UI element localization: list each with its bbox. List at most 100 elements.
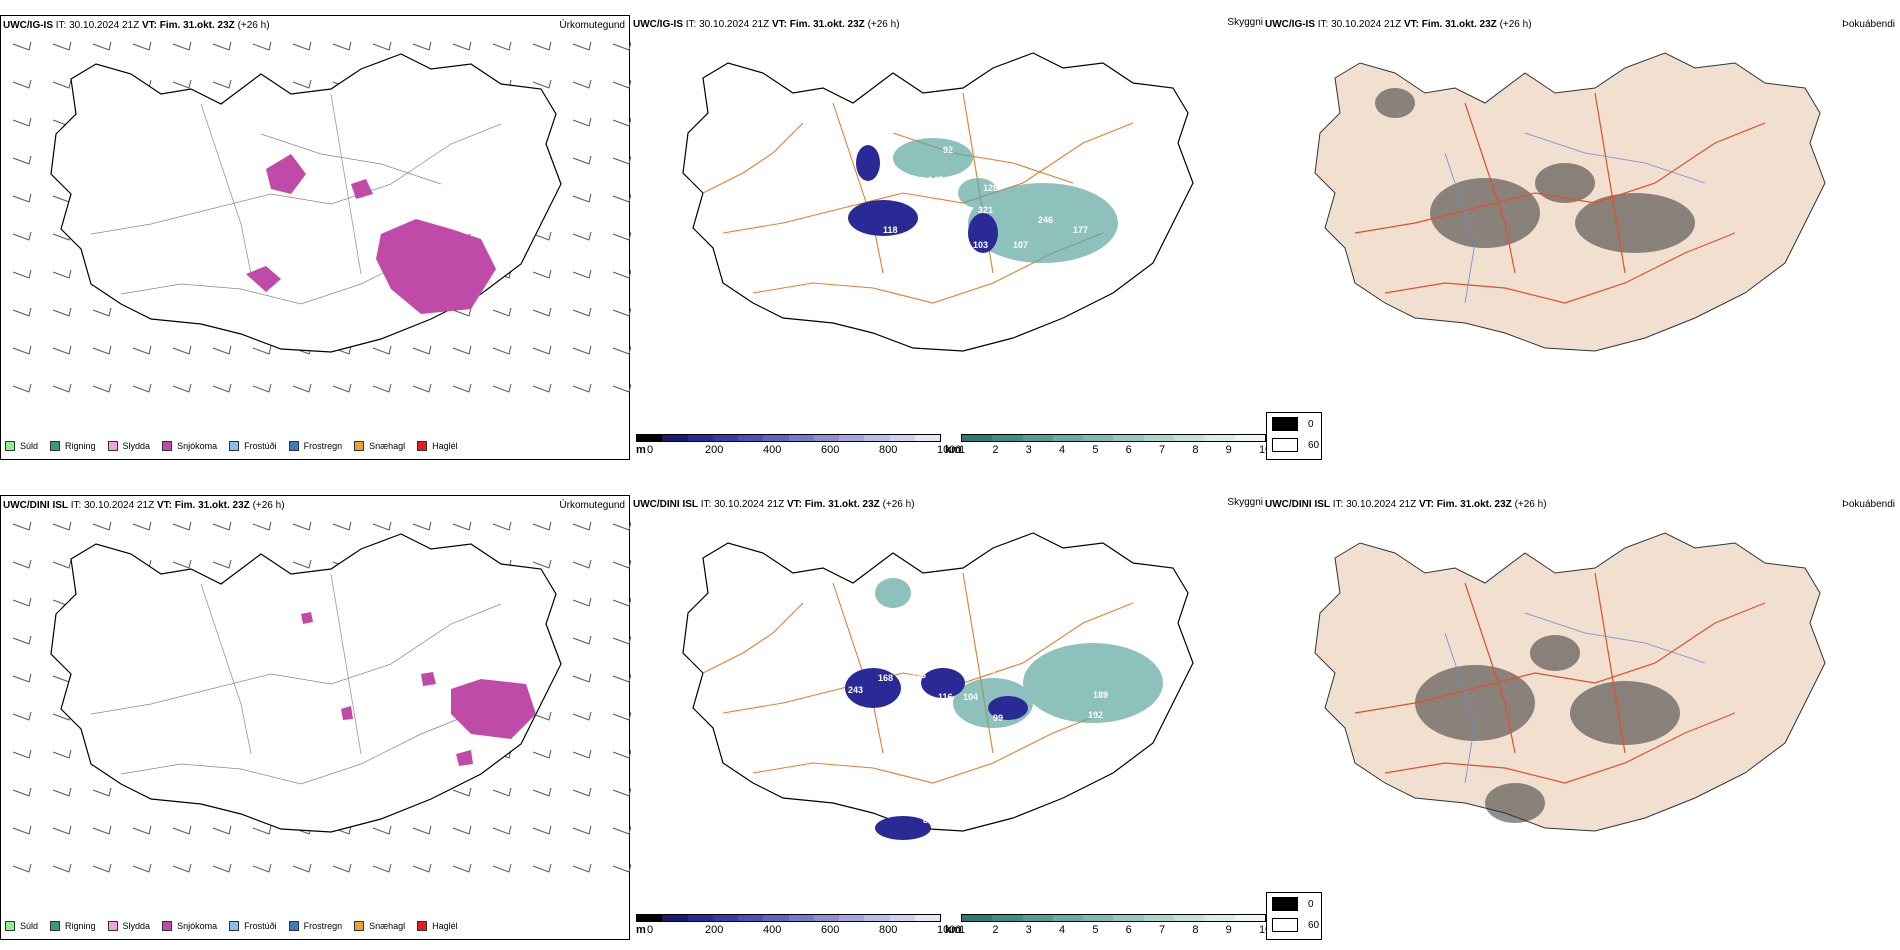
wind-barb: [612, 749, 631, 759]
legend-label: Slydda: [122, 441, 151, 451]
scale-tick-label: 2: [992, 444, 999, 456]
wind-barb: [612, 521, 631, 531]
wind-barb: [212, 863, 232, 873]
cloud-base-value: 84: [985, 665, 995, 675]
colorbar-segment: [1052, 915, 1084, 921]
wind-barb: [372, 825, 392, 835]
scale-tick-label: 600: [821, 444, 840, 456]
precip-type-panel-1: UWC/IG-IS IT: 30.10.2024 21Z VT: Fim. 31…: [0, 15, 631, 460]
cloud-base-value: 192: [1088, 710, 1103, 720]
legend-label: Súld: [20, 921, 39, 931]
wind-barb: [52, 41, 72, 51]
wind-barb: [12, 863, 32, 873]
wind-barb: [572, 711, 592, 721]
scale-tick-label: 0: [647, 444, 654, 456]
wind-barb: [212, 41, 232, 51]
scale-tick-label: 4: [1059, 924, 1066, 936]
wind-barb: [452, 345, 472, 355]
wind-barb: [12, 597, 32, 607]
wind-barb: [612, 269, 631, 279]
wind-barb: [212, 521, 232, 531]
colorbar-segment: [1113, 915, 1144, 921]
panel-header: UWC/IG-IS IT: 30.10.2024 21Z VT: Fim. 31…: [3, 20, 270, 31]
wind-barb: [572, 41, 592, 51]
legend-swatch: [288, 921, 299, 931]
precip-legend-item: Slydda: [107, 921, 151, 931]
colorbar-segment: [712, 435, 738, 441]
scale-tick-label: 800: [879, 444, 898, 456]
island-outline: [1314, 532, 1826, 832]
cloud-base-value: 93: [855, 705, 865, 715]
road-network: [1354, 572, 1766, 784]
fog-low-swatch: [1272, 897, 1298, 911]
cloud-base-value: 116: [938, 692, 953, 702]
scale-tick-label: 8: [1192, 444, 1199, 456]
wind-barb: [52, 521, 72, 531]
colorbar-segment: [1113, 435, 1144, 441]
wind-barb: [452, 307, 472, 317]
wind-barb: [212, 559, 232, 569]
wind-barb: [12, 635, 32, 645]
wind-barb: [612, 79, 631, 89]
colorbar-segment: [1143, 915, 1175, 921]
road-network: [1354, 92, 1766, 304]
panel-parameter-title: Þokuábendi: [1842, 19, 1895, 30]
colorbar-segment: [738, 915, 764, 921]
legend-swatch: [162, 921, 173, 931]
colorbar-segment: [662, 435, 688, 441]
wind-barb: [572, 193, 592, 203]
wind-barb: [412, 863, 432, 873]
wind-barb: [12, 787, 32, 797]
wind-barb: [412, 383, 432, 393]
panel-parameter-title: Úrkomutegund: [559, 20, 625, 31]
visibility-map: 243 92 129 128 145 321 246 177 107 103 191 118 92 104: [682, 52, 1194, 352]
colorbar-segment: [1234, 435, 1265, 441]
colorbar-segment: [788, 435, 814, 441]
fog-low-swatch: [1272, 417, 1298, 431]
wind-barb: [212, 825, 232, 835]
fog-low-label: 0: [1308, 898, 1314, 910]
colorbar-segment: [1174, 915, 1205, 921]
legend-swatch: [50, 921, 61, 931]
wind-barb: [92, 383, 112, 393]
wind-barb: [12, 79, 32, 89]
wind-barb: [572, 269, 592, 279]
scale-tick-label: 2: [992, 924, 999, 936]
wind-barb: [612, 231, 631, 241]
cloud-base-value: 103: [973, 240, 988, 250]
panel-parameter-title: Skyggni: [1227, 497, 1263, 508]
precip-legend-item: Slydda: [107, 441, 151, 451]
wind-barb: [132, 383, 152, 393]
legend-swatch: [354, 441, 365, 451]
wind-barb: [52, 345, 72, 355]
colorbar-segment: [839, 435, 865, 441]
legend-swatch: [417, 441, 428, 451]
legend-label: Slydda: [122, 921, 151, 931]
colorbar-segment: [962, 435, 993, 441]
fog-map: [1314, 52, 1826, 352]
fog-legend-1: 0 60: [1266, 412, 1322, 460]
vis-scale-unit: km: [945, 924, 961, 936]
fog-high-label: 60: [1308, 439, 1320, 451]
precip-legend-item: Snæhagl: [354, 441, 405, 451]
wind-barb: [412, 825, 432, 835]
island-outline: [682, 52, 1194, 352]
colorbar-segment: [738, 435, 764, 441]
wind-barb: [12, 559, 32, 569]
colorbar-segment: [712, 915, 738, 921]
wind-barb: [452, 41, 472, 51]
legend-label: Snæhagl: [369, 921, 406, 931]
wind-barb: [412, 345, 432, 355]
scale-tick-label: 4: [1059, 444, 1066, 456]
colorbar-segment: [763, 435, 789, 441]
island-outline: [50, 53, 562, 353]
colorbar-segment: [1204, 435, 1235, 441]
scale-tick-label: 1000: [937, 444, 962, 456]
cloud-base-value: 177: [1073, 225, 1088, 235]
wind-barb: [12, 825, 32, 835]
cloud-base-value: 145: [928, 175, 943, 185]
cloud-base-value: 243: [848, 685, 863, 695]
wind-barb: [412, 41, 432, 51]
wind-barb: [612, 559, 631, 569]
wind-barb: [52, 787, 72, 797]
